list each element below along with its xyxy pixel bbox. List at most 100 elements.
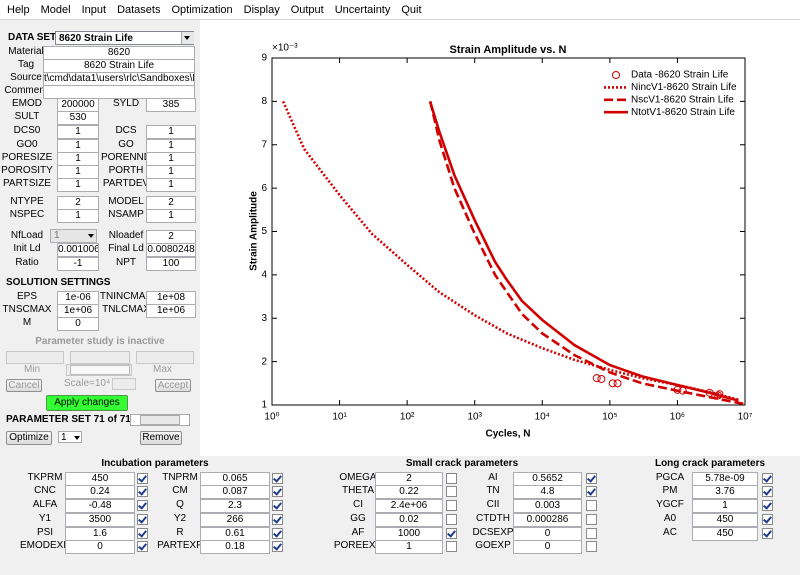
disabled-field[interactable] bbox=[136, 351, 194, 364]
text-field[interactable]: 3.76 bbox=[692, 485, 758, 499]
text-field[interactable]: 1 bbox=[692, 499, 758, 513]
text-field[interactable]: 0.18 bbox=[200, 540, 270, 554]
y-tick-label: 9 bbox=[261, 53, 267, 64]
x-tick-label: 10³ bbox=[467, 412, 482, 423]
text-field[interactable]: 0.22 bbox=[375, 485, 443, 499]
section-label: DATA SET bbox=[8, 31, 56, 45]
x-tick-label: 10⁷ bbox=[738, 412, 753, 423]
legend-label: Data -8620 Strain Life bbox=[631, 70, 729, 81]
menu-item[interactable]: Help bbox=[7, 4, 30, 16]
text-field[interactable]: 0.0080248 bbox=[146, 243, 196, 257]
disabled-label: Min bbox=[24, 364, 40, 376]
checkbox[interactable] bbox=[762, 500, 773, 511]
text-field[interactable]: 0.000286 bbox=[513, 513, 582, 527]
checkbox[interactable] bbox=[272, 528, 283, 539]
checkbox[interactable] bbox=[272, 514, 283, 525]
menu-item[interactable]: Display bbox=[244, 4, 280, 16]
menu-item[interactable]: Output bbox=[291, 4, 324, 16]
x-tick-label: 10¹ bbox=[332, 412, 347, 423]
menu-item[interactable]: Quit bbox=[401, 4, 421, 16]
slider-thumb bbox=[70, 365, 130, 375]
text-field[interactable]: 1e+06 bbox=[146, 304, 196, 318]
checkbox[interactable] bbox=[272, 486, 283, 497]
text-field[interactable]: 450 bbox=[692, 527, 758, 541]
text-field[interactable]: 2.4e+06 bbox=[375, 499, 443, 513]
text-field[interactable]: 385 bbox=[146, 98, 196, 112]
x-tick-label: 10⁴ bbox=[535, 412, 550, 423]
text-field[interactable]: 0 bbox=[57, 317, 99, 331]
slider-thumb bbox=[140, 415, 180, 425]
menu-item[interactable]: Uncertainty bbox=[335, 4, 391, 16]
disabled-field[interactable] bbox=[6, 351, 64, 364]
menu-item[interactable]: Model bbox=[41, 4, 71, 16]
menu-item[interactable]: Datasets bbox=[117, 4, 160, 16]
checkbox[interactable] bbox=[586, 473, 597, 484]
text-field[interactable]: 100 bbox=[146, 257, 196, 271]
checkbox[interactable] bbox=[272, 500, 283, 511]
section-label: PARAMETER SET 71 of 71 bbox=[6, 413, 131, 427]
text-field[interactable]: 1 bbox=[146, 178, 196, 192]
checkbox[interactable] bbox=[272, 473, 283, 484]
y-axis-label: Strain Amplitude bbox=[249, 191, 260, 271]
y-tick-label: 3 bbox=[261, 313, 267, 324]
disabled-label: Max bbox=[153, 364, 172, 376]
checkbox[interactable] bbox=[762, 528, 773, 539]
menu-bar: Help Model Input Datasets Optimization Displa… bbox=[0, 0, 800, 20]
status-text: Parameter study is inactive bbox=[0, 335, 200, 349]
checkbox[interactable] bbox=[762, 514, 773, 525]
disabled-field[interactable] bbox=[70, 351, 130, 364]
text-field[interactable]: 0.003 bbox=[513, 499, 582, 513]
text-field[interactable]: 1 bbox=[146, 209, 196, 223]
menu-item[interactable]: Input bbox=[82, 4, 106, 16]
disabled-label: Scale=10⁴ bbox=[64, 378, 110, 390]
button[interactable]: Apply changes bbox=[46, 395, 128, 411]
dropdown[interactable]: 8620 Strain Life bbox=[55, 31, 194, 45]
text-field[interactable]: 0 bbox=[513, 540, 582, 554]
text-field[interactable]: 4.8 bbox=[513, 485, 582, 499]
dropdown-arrow bbox=[74, 436, 80, 440]
x-tick-label: 10² bbox=[400, 412, 415, 423]
group-title: Small crack parameters bbox=[382, 457, 542, 471]
disabled-field[interactable] bbox=[112, 378, 136, 390]
group-title: Incubation parameters bbox=[75, 457, 235, 471]
y-multiplier: ×10⁻³ bbox=[272, 43, 298, 54]
x-axis-label: Cycles, N bbox=[485, 429, 530, 440]
legend-label: NtotV1-8620 Strain Life bbox=[631, 107, 735, 118]
text-field[interactable]: 1 bbox=[375, 540, 443, 554]
checkbox[interactable] bbox=[586, 500, 597, 511]
text-field[interactable]: 0.24 bbox=[65, 485, 135, 499]
checkbox[interactable] bbox=[586, 486, 597, 497]
text-field[interactable]: 266 bbox=[200, 513, 270, 527]
text-field[interactable]: 450 bbox=[692, 513, 758, 527]
button[interactable]: Remove bbox=[140, 431, 182, 445]
button[interactable]: Cancel bbox=[6, 379, 42, 392]
text-field[interactable]: 0 bbox=[65, 540, 135, 554]
checkbox[interactable] bbox=[586, 541, 597, 552]
chart: Strain Amplitude vs. N ×10⁻³ Cycles, N S… bbox=[200, 20, 800, 456]
text-field[interactable]: 530 bbox=[57, 111, 99, 125]
checkbox[interactable] bbox=[762, 473, 773, 484]
text-field[interactable]: 0.02 bbox=[375, 513, 443, 527]
button[interactable]: Optimize bbox=[6, 431, 52, 445]
checkbox[interactable] bbox=[762, 486, 773, 497]
y-tick-label: 5 bbox=[261, 226, 267, 237]
y-tick-label: 8 bbox=[261, 96, 267, 107]
text-field[interactable]: 3500 bbox=[65, 513, 135, 527]
checkbox[interactable] bbox=[272, 541, 283, 552]
y-tick-label: 2 bbox=[261, 356, 267, 367]
legend-label: NincV1-8620 Strain Life bbox=[631, 82, 737, 93]
menu-item[interactable]: Optimization bbox=[171, 4, 232, 16]
checkbox[interactable] bbox=[586, 514, 597, 525]
text-field[interactable]: 2.3 bbox=[200, 499, 270, 513]
checkbox[interactable] bbox=[586, 528, 597, 539]
text-field[interactable]: 0.087 bbox=[200, 485, 270, 499]
dropdown-arrow bbox=[184, 36, 190, 40]
chart-title: Strain Amplitude vs. N bbox=[450, 44, 567, 56]
text-field[interactable]: -0.48 bbox=[65, 499, 135, 513]
group-title: Long crack parameters bbox=[630, 457, 790, 471]
x-tick-label: 10⁰ bbox=[264, 412, 279, 423]
text-field[interactable]: 1 bbox=[146, 125, 196, 139]
button[interactable]: Accept bbox=[155, 379, 191, 392]
legend-label: NscV1-8620 Strain Life bbox=[631, 94, 734, 105]
